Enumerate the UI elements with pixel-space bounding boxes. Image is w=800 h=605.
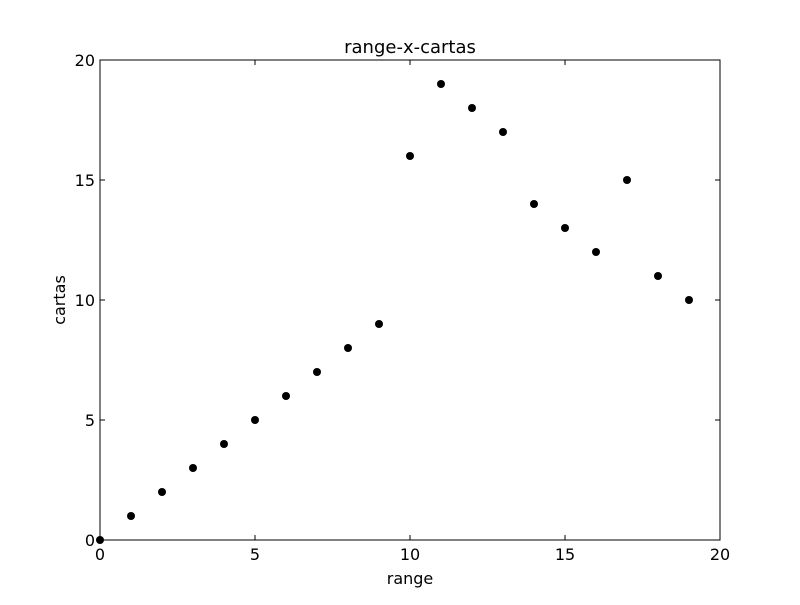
x-tick-label: 0 xyxy=(95,545,105,564)
data-point xyxy=(220,440,228,448)
data-point xyxy=(127,512,135,520)
data-point xyxy=(251,416,259,424)
data-point xyxy=(313,368,321,376)
y-tick-label: 20 xyxy=(75,51,95,70)
data-point xyxy=(499,128,507,136)
data-point xyxy=(406,152,414,160)
y-tick-label: 15 xyxy=(75,171,95,190)
data-point xyxy=(158,488,166,496)
x-tick-label: 20 xyxy=(710,545,730,564)
plot-area-frame xyxy=(99,59,721,541)
data-point xyxy=(437,80,445,88)
axis-ticks: 0 5 10 15 20 0 5 10 15 20 xyxy=(75,51,731,564)
chart-title: range-x-cartas xyxy=(344,37,476,58)
y-tick-label: 10 xyxy=(75,291,95,310)
data-point xyxy=(344,344,352,352)
data-point xyxy=(685,296,693,304)
x-tick-label: 15 xyxy=(555,545,575,564)
data-point xyxy=(375,320,383,328)
data-point xyxy=(189,464,197,472)
data-point xyxy=(561,224,569,232)
y-tick-label: 5 xyxy=(85,411,95,430)
data-point xyxy=(623,176,631,184)
data-point xyxy=(530,200,538,208)
x-tick-label: 5 xyxy=(250,545,260,564)
data-point xyxy=(468,104,476,112)
x-axis-label: range xyxy=(387,569,434,588)
y-axis-label: cartas xyxy=(50,275,69,325)
data-point xyxy=(654,272,662,280)
data-point xyxy=(592,248,600,256)
x-tick-label: 10 xyxy=(400,545,420,564)
data-point xyxy=(282,392,290,400)
data-points xyxy=(96,80,693,544)
y-tick-label: 0 xyxy=(85,531,95,550)
